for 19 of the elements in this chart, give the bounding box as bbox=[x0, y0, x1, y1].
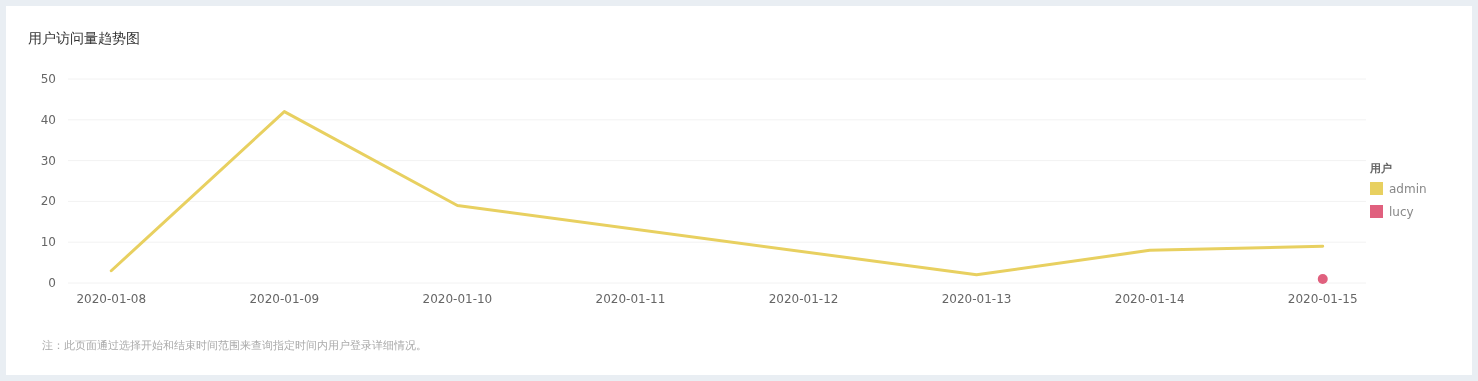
text: 注：此页面通过选择开始和结束时间范围来查询指定时间内用户登录详细情况。 bbox=[42, 339, 427, 352]
legend-label: lucy bbox=[1389, 205, 1414, 219]
x-tick-label: 2020-01-11 bbox=[595, 292, 666, 306]
legend-label: admin bbox=[1389, 182, 1427, 196]
y-tick-label: 30 bbox=[40, 153, 56, 168]
x-tick-label: 2020-01-09 bbox=[249, 292, 320, 306]
x-tick-label: 2020-01-10 bbox=[422, 292, 493, 306]
y-tick-label: 50 bbox=[40, 72, 56, 86]
x-tick-label: 2020-01-15 bbox=[1287, 292, 1358, 306]
chart-title: 用户访问量趋势图 bbox=[28, 30, 140, 46]
x-tick-label: 2020-01-14 bbox=[1114, 292, 1185, 306]
y-tick-label: 20 bbox=[40, 194, 56, 209]
x-tick-label: 2020-01-13 bbox=[941, 292, 1012, 306]
legend-title: 用户 bbox=[1369, 162, 1392, 175]
y-tick-label: 10 bbox=[40, 235, 56, 250]
y-tick-label: 0 bbox=[48, 276, 56, 290]
x-tick-label: 2020-01-12 bbox=[768, 292, 839, 306]
y-tick-label: 40 bbox=[40, 112, 56, 127]
x-tick-label: 2020-01-08 bbox=[76, 292, 147, 306]
